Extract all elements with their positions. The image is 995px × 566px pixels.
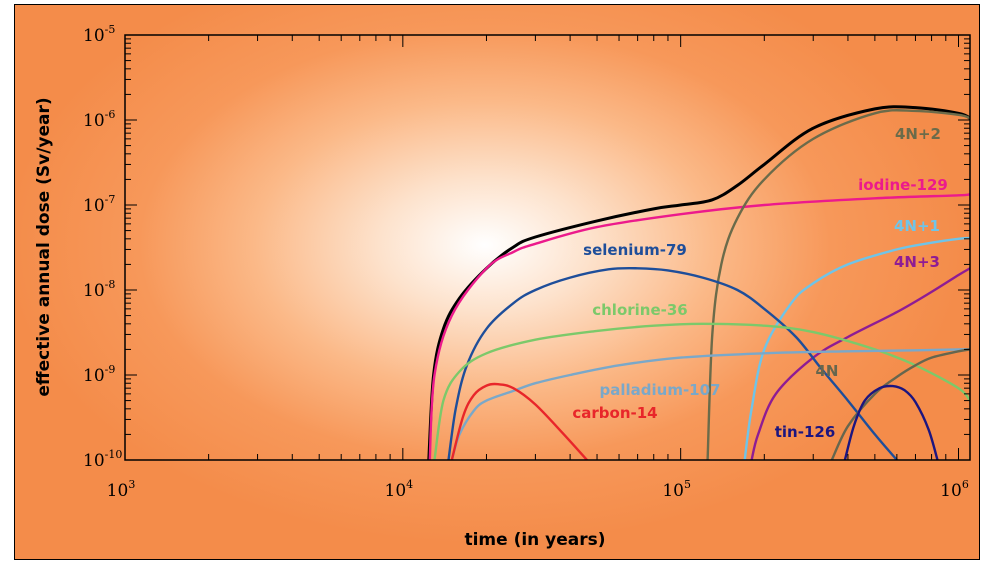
4n-1-curve	[743, 236, 970, 460]
palladium-107-curve	[450, 348, 970, 460]
y-tick-label: 10-6	[83, 108, 115, 131]
carbon-14-curve	[450, 382, 589, 460]
iodine-129-curve	[428, 192, 970, 460]
dose-chart: 103 104 105 106 10-5 10-6 10-7 10-8 10-9 10-10 io…	[34, 23, 971, 550]
chart-frame: 103 104 105 106 10-5 10-6 10-7 10-8 10-9 10-10 io…	[14, 4, 980, 560]
tin-126-curve	[843, 384, 939, 460]
4n-2-label: 4N+2	[895, 125, 941, 143]
y-tick-label: 10-7	[83, 193, 115, 216]
selenium-79-curve	[447, 266, 899, 460]
axis-ticks: 103 104 105 106 10-5 10-6 10-7 10-8 10-9 10-10	[83, 23, 970, 501]
selenium-79-label: selenium-79	[583, 241, 687, 259]
y-tick-label: 10-5	[83, 23, 115, 46]
x-tick-label: 106	[940, 478, 969, 501]
y-axis-title: effective annual dose (Sv/year)	[34, 97, 54, 396]
x-tick-label: 105	[662, 478, 691, 501]
iodine-129-label: iodine-129	[858, 176, 948, 194]
4n-3-label: 4N+3	[894, 253, 940, 271]
x-axis-title: time (in years)	[464, 530, 605, 550]
chlorine-36-label: chlorine-36	[592, 301, 688, 319]
4n-3-curve	[750, 267, 970, 460]
series-labels: iodine-129 4N+2 4N+1 4N+3 selenium-79 chlorin…	[572, 125, 947, 441]
tin-126-label: tin-126	[775, 423, 836, 441]
x-tick-label: 104	[385, 478, 414, 501]
plot-area	[124, 34, 971, 461]
palladium-107-label: palladium-107	[600, 381, 721, 399]
4n-1-label: 4N+1	[894, 217, 940, 235]
4n-curve	[830, 348, 970, 460]
chlorine-36-curve	[433, 322, 970, 460]
4n-label: 4N	[816, 362, 839, 380]
carbon-14-label: carbon-14	[572, 404, 657, 422]
4n-2-curve	[706, 109, 970, 460]
series-curves	[427, 105, 970, 460]
y-tick-label: 10-8	[83, 278, 115, 301]
y-tick-label: 10-10	[83, 448, 122, 471]
y-tick-label: 10-9	[83, 363, 115, 386]
x-tick-label: 103	[107, 478, 136, 501]
total-dose-curve	[427, 105, 970, 460]
